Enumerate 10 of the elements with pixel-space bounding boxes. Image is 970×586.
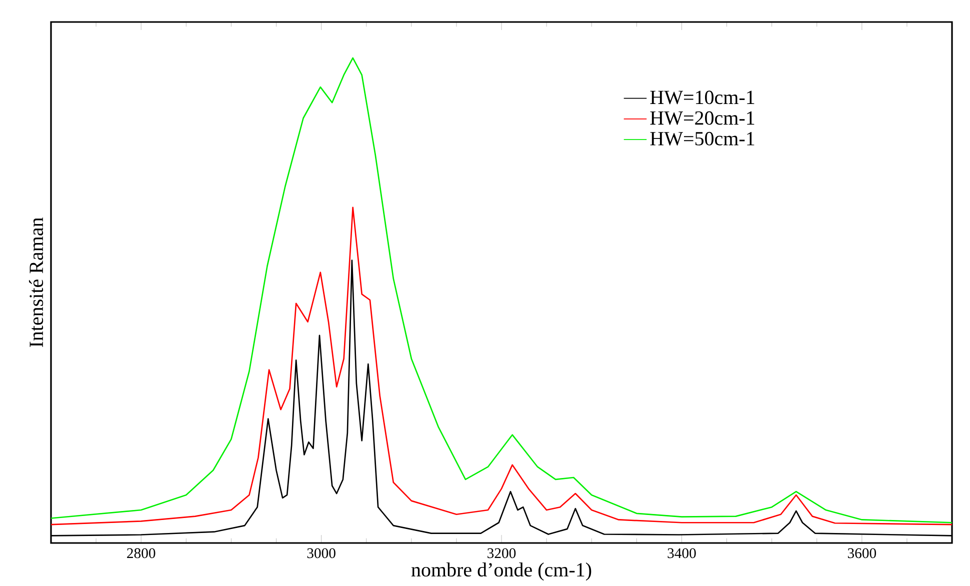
x-tick-label: 3000	[307, 548, 336, 558]
x-tick-label: 2800	[127, 548, 156, 558]
x-tick-label: 3200	[488, 548, 516, 558]
x-tick-label: 3400	[668, 548, 696, 558]
x-tick-label: 3600	[848, 548, 876, 558]
x-axis-title: nombre d’onde (cm-1)	[411, 562, 592, 581]
legend-label: HW=10cm-1	[650, 90, 754, 104]
legend-label: HW=50cm-1	[650, 132, 754, 146]
legend-label: HW=20cm-1	[650, 111, 754, 125]
y-axis-title: Intensité Raman	[28, 218, 44, 348]
